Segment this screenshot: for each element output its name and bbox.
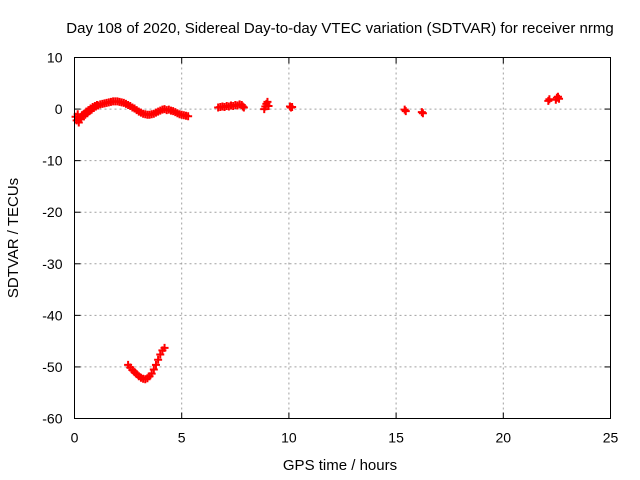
- y-tick-label: -10: [42, 153, 62, 169]
- data-series: [71, 92, 564, 384]
- data-point: [400, 105, 409, 114]
- data-point: [418, 109, 427, 118]
- x-tick-label: 15: [388, 430, 404, 446]
- data-point: [154, 355, 163, 364]
- data-point: [149, 365, 158, 374]
- y-tick-label: -40: [42, 307, 62, 323]
- chart-title: Day 108 of 2020, Sidereal Day-to-day VTE…: [66, 20, 613, 37]
- data-point: [156, 350, 165, 359]
- x-axis-label: GPS time / hours: [283, 457, 397, 474]
- data-point: [263, 97, 272, 106]
- plot-frame: [74, 57, 611, 419]
- data-point: [238, 102, 247, 111]
- data-point: [555, 94, 564, 103]
- y-tick-label: 0: [55, 101, 63, 117]
- grid: [74, 57, 611, 419]
- x-tick-label: 25: [603, 430, 619, 446]
- x-tick-label: 10: [281, 430, 297, 446]
- data-point: [239, 103, 248, 112]
- y-axis-label: SDTVAR / TECUs: [5, 178, 22, 298]
- data-point: [160, 343, 169, 352]
- y-tick-label: -60: [42, 411, 62, 427]
- data-point: [401, 107, 410, 116]
- data-point: [147, 369, 156, 378]
- y-tick-label: -50: [42, 359, 62, 375]
- x-tick-label: 5: [178, 430, 186, 446]
- data-point: [417, 108, 426, 117]
- data-point: [288, 103, 297, 112]
- y-tick-label: -20: [42, 204, 62, 220]
- y-tick-label: 10: [47, 50, 63, 66]
- data-point: [151, 360, 160, 369]
- x-tick-label: 20: [496, 430, 512, 446]
- data-point: [184, 112, 193, 121]
- data-point: [264, 101, 273, 110]
- data-point: [544, 96, 553, 105]
- x-tick-label: 0: [71, 430, 79, 446]
- y-tick-label: -30: [42, 256, 62, 272]
